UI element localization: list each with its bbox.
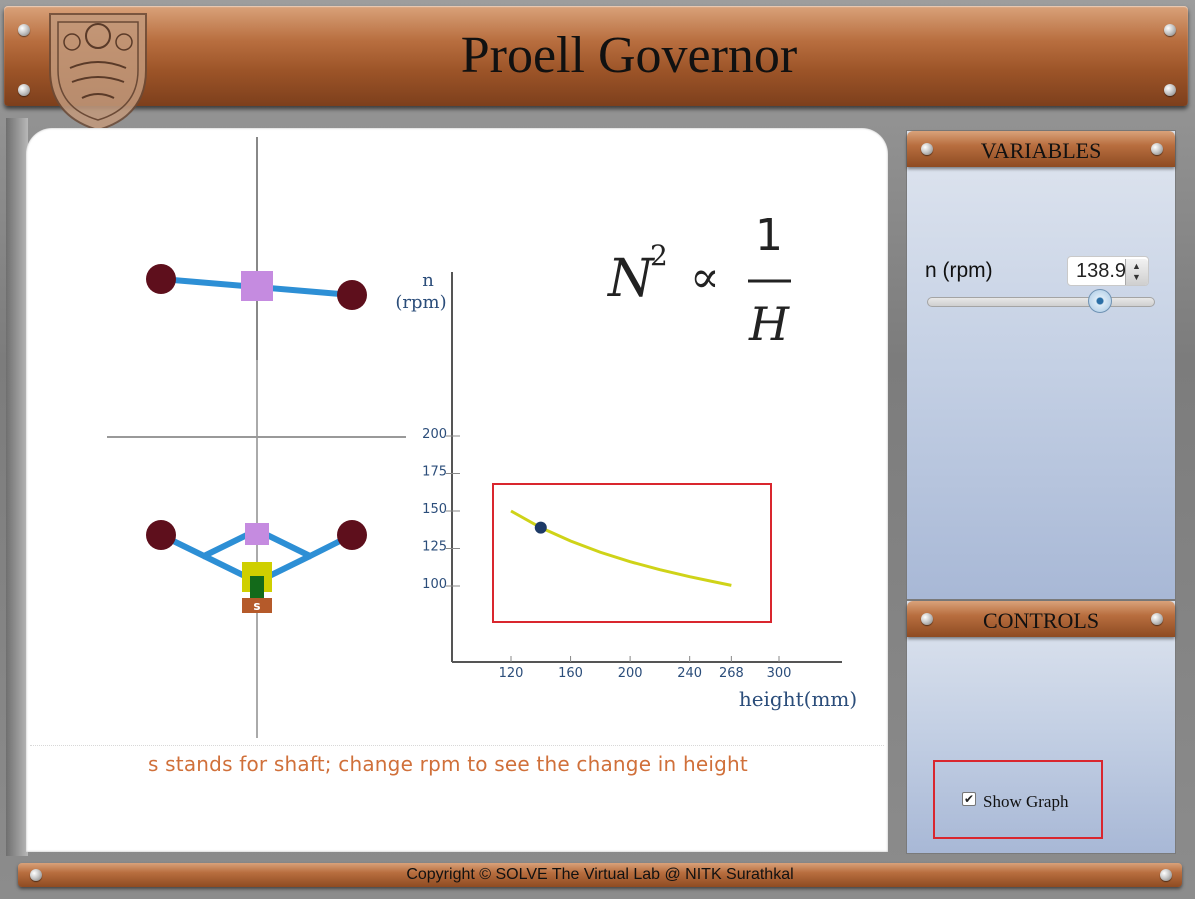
rivet-icon (18, 24, 30, 36)
controls-panel: CONTROLS ✔ Show Graph (906, 600, 1176, 854)
variables-header: VARIABLES (907, 131, 1175, 167)
rpm-spinner[interactable]: ▲ ▼ (1125, 259, 1148, 285)
x-tick-label: 160 (558, 666, 583, 681)
rivet-icon (30, 869, 42, 881)
y-tick-label: 100 (422, 577, 447, 592)
y-tick-label: 150 (422, 502, 447, 517)
fly-ball-right-front (337, 520, 367, 550)
fly-ball-right (337, 280, 367, 310)
variables-panel: VARIABLES n (rpm) 138.9 ▲ ▼ (906, 130, 1176, 600)
y-tick-label: 125 (422, 540, 447, 555)
x-tick-label: 300 (767, 666, 792, 681)
formula: N 2 ∝ 1 H (606, 210, 791, 351)
height-rpm-chart: n (rpm) height(mm) 120 160 200 240 268 300 100… (395, 270, 857, 711)
rivet-icon (1160, 869, 1172, 881)
panel-bevel (6, 118, 28, 856)
top-sleeve (241, 271, 273, 301)
rivet-icon (1151, 613, 1163, 625)
show-graph-checkbox[interactable]: ✔ (962, 792, 976, 806)
rpm-slider-thumb[interactable] (1087, 289, 1112, 313)
controls-header: CONTROLS (907, 601, 1175, 637)
spin-up-icon[interactable]: ▲ (1132, 261, 1141, 271)
chart-ylabel-line1: n (422, 270, 434, 291)
caption-text: s stands for shaft; change rpm to see th… (148, 752, 748, 776)
rivet-icon (1164, 84, 1176, 96)
nitk-emblem-icon (49, 13, 147, 132)
formula-exponent: 2 (650, 239, 668, 272)
formula-relation: ∝ (690, 252, 720, 303)
rivet-icon (1151, 143, 1163, 155)
x-tick-label: 268 (719, 666, 744, 681)
rivet-icon (18, 84, 30, 96)
chart-xlabel: height(mm) (739, 687, 857, 711)
green-block (250, 576, 264, 600)
rpm-slider[interactable] (927, 297, 1155, 307)
divider (30, 745, 884, 746)
y-tick-label: 200 (422, 427, 447, 442)
page-title: Proell Governor (460, 27, 798, 84)
shaft-block (242, 598, 272, 613)
show-graph-highlight: ✔ Show Graph (933, 760, 1103, 839)
controls-title: CONTROLS (982, 608, 1100, 633)
y-tick-label: 175 (422, 465, 447, 480)
chart-ylabel-line2: (rpm) (395, 292, 446, 313)
formula-n: N (606, 249, 655, 309)
formula-denominator: H (748, 297, 790, 351)
front-sleeve (245, 523, 269, 545)
spin-down-icon[interactable]: ▼ (1132, 272, 1141, 282)
x-tick-label: 200 (618, 666, 643, 681)
rivet-icon (921, 143, 933, 155)
formula-numerator: 1 (755, 210, 783, 261)
fly-ball-left (146, 264, 176, 294)
copyright-text: Copyright © SOLVE The Virtual Lab @ NITK… (406, 866, 794, 883)
fly-ball-left-front (146, 520, 176, 550)
footer-bar: Copyright © SOLVE The Virtual Lab @ NITK… (18, 863, 1182, 887)
simulation-panel: s stands for shaft; change rpm to see th… (26, 128, 888, 852)
rivet-icon (1164, 24, 1176, 36)
rpm-label: n (rpm) (925, 259, 993, 282)
x-tick-label: 120 (499, 666, 524, 681)
x-tick-label: 240 (677, 666, 702, 681)
variables-title: VARIABLES (980, 138, 1102, 163)
show-graph-label[interactable]: Show Graph (983, 792, 1069, 811)
shaft-label: s (253, 599, 260, 613)
header-bar: Proell Governor (4, 6, 1188, 106)
chart-current-point (534, 521, 547, 534)
graph-highlight-box (492, 483, 772, 623)
chart-series-line (510, 509, 732, 587)
rivet-icon (921, 613, 933, 625)
